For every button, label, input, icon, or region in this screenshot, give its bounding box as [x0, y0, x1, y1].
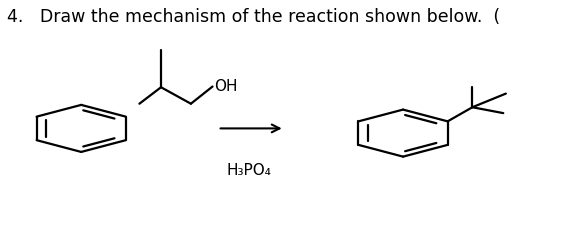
Text: H₃PO₄: H₃PO₄ — [226, 163, 271, 178]
Text: OH: OH — [214, 79, 237, 94]
Text: 4.   Draw the mechanism of the reaction shown below.  (: 4. Draw the mechanism of the reaction sh… — [6, 8, 500, 26]
